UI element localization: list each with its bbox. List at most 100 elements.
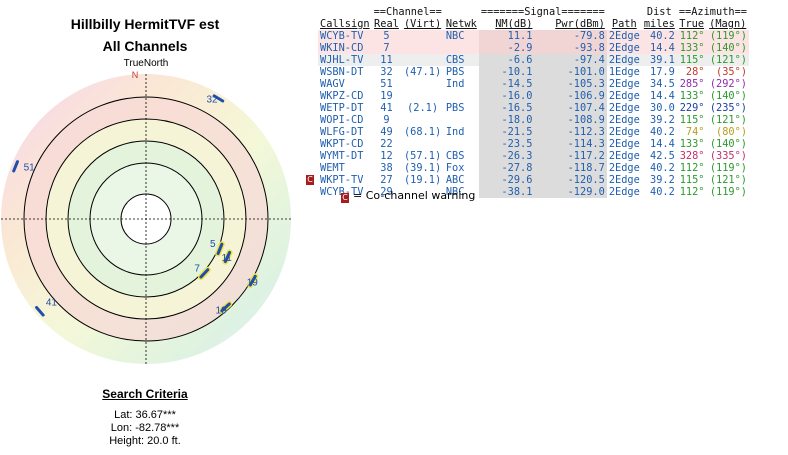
col-real[interactable]: Real bbox=[374, 18, 399, 30]
table-row[interactable]: WJHL-TV 11 CBS -6.6 -97.4 2Edge 39.1 115° (121°) bbox=[318, 54, 750, 66]
cell-true: 112° bbox=[679, 186, 705, 198]
table-row[interactable]: WAGV 51 Ind -14.5 -105.3 2Edge 34.5 285° (292°) bbox=[318, 78, 749, 90]
cell-real: 5 bbox=[371, 30, 402, 42]
col-nm[interactable]: NM(dB) bbox=[495, 18, 533, 30]
station-marker bbox=[216, 242, 224, 256]
cell-real: 38 bbox=[380, 162, 393, 174]
legend: C = Co-channel warning bbox=[341, 189, 475, 203]
cell-pwr: -114.3 bbox=[534, 138, 607, 150]
cell-netwk: CBS bbox=[443, 54, 479, 66]
cell-nm: -27.8 bbox=[478, 162, 535, 174]
station-label: 11 bbox=[221, 253, 232, 264]
cell-callsign: WAGV bbox=[320, 78, 345, 90]
cell-nm: -2.9 bbox=[478, 42, 535, 54]
cell-magn: (235°) bbox=[709, 102, 748, 114]
cell-magn: (119°) bbox=[709, 186, 748, 198]
col-pwr[interactable]: Pwr(dBm) bbox=[555, 18, 605, 30]
cell-netwk bbox=[444, 90, 479, 102]
cell-callsign: WLFG-DT bbox=[320, 126, 364, 138]
station-marker bbox=[220, 302, 231, 313]
station-label: 19 bbox=[247, 278, 259, 289]
cell-pwr: -101.0 bbox=[534, 66, 607, 78]
table-row[interactable]: WKPT-CD 22 -23.5 -114.3 2Edge 14.4 133° (140°) bbox=[318, 138, 749, 150]
cell-netwk: Ind bbox=[445, 78, 465, 90]
cell-pwr: -108.9 bbox=[534, 114, 607, 126]
cell-pwr: -117.2 bbox=[534, 150, 607, 162]
station-marker bbox=[248, 274, 257, 287]
cell-dist: 39.1 bbox=[641, 54, 677, 66]
col-path[interactable]: Path bbox=[611, 18, 637, 30]
cell-path: 2Edge bbox=[608, 150, 640, 162]
cell-real: 7 bbox=[371, 42, 402, 54]
cell-magn: (335°) bbox=[709, 150, 748, 162]
cell-virt: (2.1) bbox=[407, 102, 439, 114]
table-row[interactable]: WEMT 38 (39.1) Fox -27.8 -118.7 2Edge 40.2 112° (… bbox=[318, 162, 749, 174]
table-row[interactable]: WKIN-CD 7 -2.9 -93.8 2Edge 14.4 133° (140°) bbox=[318, 42, 750, 54]
cell-nm: -6.6 bbox=[478, 54, 535, 66]
table-row[interactable]: WLFG-DT 49 (68.1) Ind -21.5 -112.3 2Edge 40.2 74… bbox=[318, 126, 749, 138]
table-group-header: ==Channel== =======Signal======= Dist ==… bbox=[318, 6, 749, 18]
cell-real: 12 bbox=[380, 150, 393, 162]
cell-magn: (140°) bbox=[709, 138, 748, 150]
cell-true: 133° bbox=[676, 42, 707, 54]
col-true[interactable]: True bbox=[679, 18, 705, 30]
co-channel-warning-icon: C bbox=[341, 193, 349, 203]
cell-path: 2Edge bbox=[608, 126, 640, 138]
cell-callsign: WKPZ-CD bbox=[320, 90, 364, 102]
station-label: 5 bbox=[210, 239, 216, 250]
latitude-text: Lat: 36.67*** bbox=[114, 409, 176, 421]
cell-virt: (19.1) bbox=[403, 174, 442, 186]
table-row[interactable]: WCYB-TV 29 NBC -38.1 -129.0 2Edge 40.2 112° (119… bbox=[318, 186, 749, 198]
cell-pwr: -120.5 bbox=[534, 174, 607, 186]
cell-magn: (121°) bbox=[706, 54, 750, 66]
cell-netwk: Ind bbox=[445, 126, 465, 138]
col-netwk[interactable]: Netwk bbox=[445, 18, 477, 30]
cell-nm: -26.3 bbox=[478, 150, 535, 162]
cell-virt bbox=[401, 78, 444, 90]
col-virt[interactable]: (Virt) bbox=[403, 18, 442, 30]
cell-true: 115° bbox=[679, 174, 705, 186]
cell-netwk: PBS bbox=[445, 66, 465, 78]
dist-group-header: Dist bbox=[646, 6, 672, 18]
cell-nm: -21.5 bbox=[478, 126, 535, 138]
table-row[interactable]: WYMT-DT 12 (57.1) CBS -26.3 -117.2 2Edge 42.5 32… bbox=[318, 150, 749, 162]
cell-netwk: NBC bbox=[443, 30, 479, 42]
table-row[interactable]: WSBN-DT 32 (47.1) PBS -10.1 -101.0 1Edge 17.9 28… bbox=[318, 66, 749, 78]
cell-magn: (35°) bbox=[716, 66, 748, 78]
col-magn[interactable]: (Magn) bbox=[709, 18, 747, 30]
cell-nm: -18.0 bbox=[478, 114, 535, 126]
table-row[interactable]: WCYB-TV 5 NBC 11.1 -79.8 2Edge 40.2 112° (119°) bbox=[318, 30, 750, 42]
cell-pwr: -112.3 bbox=[534, 126, 607, 138]
azimuth-group-header: ==Azimuth== bbox=[678, 6, 748, 18]
cell-nm: -16.0 bbox=[478, 90, 535, 102]
cell-real: 51 bbox=[380, 78, 393, 90]
cell-true: 112° bbox=[679, 162, 705, 174]
table-row[interactable]: WKPT-TV 27 (19.1) ABC -29.6 -120.5 2Edge 39.2 11… bbox=[318, 174, 749, 186]
station-marker bbox=[35, 306, 45, 317]
table-row[interactable]: WOPI-CD 9 -18.0 -108.9 2Edge 39.2 115° (121°) bbox=[318, 114, 749, 126]
cell-netwk: ABC bbox=[445, 174, 465, 186]
table-row[interactable]: WKPZ-CD 19 -16.0 -106.9 2Edge 14.4 133° (140°) bbox=[318, 90, 749, 102]
cell-path: 2Edge bbox=[606, 30, 642, 42]
col-callsign[interactable]: Callsign bbox=[320, 18, 370, 30]
north-marker: N bbox=[132, 70, 139, 80]
col-miles[interactable]: miles bbox=[643, 18, 675, 30]
station-label: 32 bbox=[206, 94, 218, 105]
cell-magn: (119°) bbox=[709, 162, 748, 174]
cell-callsign: WOPI-CD bbox=[320, 114, 364, 126]
cell-dist: 39.2 bbox=[650, 174, 675, 186]
cell-nm: 11.1 bbox=[478, 30, 535, 42]
cell-pwr: -105.3 bbox=[534, 78, 607, 90]
cell-path: 2Edge bbox=[608, 162, 640, 174]
cell-true: 74° bbox=[685, 126, 705, 138]
cell-path: 2Edge bbox=[606, 42, 642, 54]
table-row[interactable]: WETP-DT 41 (2.1) PBS -16.5 -107.4 2Edge 30.0 229… bbox=[318, 102, 749, 114]
cell-callsign: WKPT-CD bbox=[320, 138, 364, 150]
cell-true: 115° bbox=[679, 114, 705, 126]
cell-magn: (80°) bbox=[716, 126, 748, 138]
cell-virt bbox=[401, 30, 444, 42]
cell-netwk: NBC bbox=[445, 186, 465, 198]
range-ring bbox=[23, 96, 269, 342]
cell-virt: (39.1) bbox=[403, 162, 442, 174]
legend-text: = Co-channel warning bbox=[353, 189, 476, 202]
